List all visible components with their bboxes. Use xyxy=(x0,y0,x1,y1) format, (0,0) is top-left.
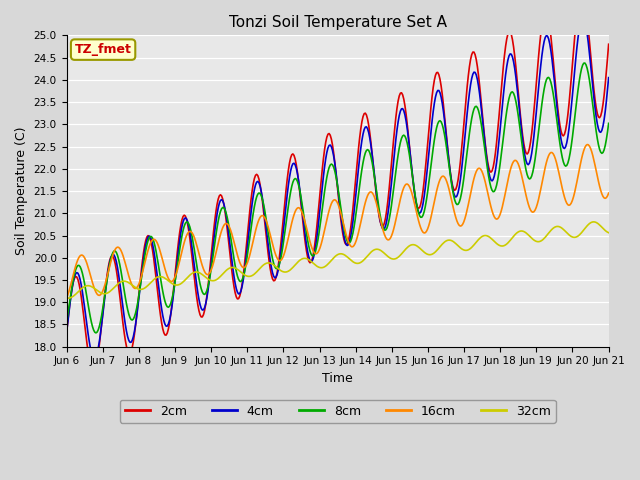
2cm xyxy=(367,140,375,145)
2cm xyxy=(556,123,564,129)
32cm xyxy=(64,295,72,301)
4cm xyxy=(605,75,612,81)
8cm xyxy=(556,141,564,147)
4cm xyxy=(91,356,99,361)
4cm xyxy=(367,143,375,148)
8cm xyxy=(605,120,612,126)
X-axis label: Time: Time xyxy=(322,372,353,385)
Line: 32cm: 32cm xyxy=(67,222,609,298)
2cm xyxy=(232,294,240,300)
Line: 2cm: 2cm xyxy=(67,0,609,372)
4cm xyxy=(579,14,586,20)
16cm xyxy=(555,169,563,175)
4cm xyxy=(63,330,70,336)
32cm xyxy=(232,266,240,272)
32cm xyxy=(462,248,470,253)
32cm xyxy=(556,224,564,230)
16cm xyxy=(231,243,239,249)
8cm xyxy=(232,268,240,274)
16cm xyxy=(392,217,400,223)
Text: TZ_fmet: TZ_fmet xyxy=(75,43,132,56)
32cm xyxy=(605,230,612,236)
32cm xyxy=(590,219,598,225)
8cm xyxy=(92,330,100,336)
Y-axis label: Soil Temperature (C): Soil Temperature (C) xyxy=(15,127,28,255)
8cm xyxy=(292,176,300,182)
16cm xyxy=(291,209,299,215)
Line: 8cm: 8cm xyxy=(67,63,609,333)
Legend: 2cm, 4cm, 8cm, 16cm, 32cm: 2cm, 4cm, 8cm, 16cm, 32cm xyxy=(120,400,556,423)
Line: 16cm: 16cm xyxy=(67,144,609,298)
8cm xyxy=(393,160,401,166)
2cm xyxy=(605,41,612,47)
16cm xyxy=(583,142,591,147)
16cm xyxy=(63,295,70,301)
32cm xyxy=(292,261,300,266)
4cm xyxy=(292,165,300,171)
8cm xyxy=(581,60,589,66)
4cm xyxy=(232,286,240,291)
2cm xyxy=(292,162,300,168)
16cm xyxy=(461,216,468,222)
32cm xyxy=(63,295,70,301)
Title: Tonzi Soil Temperature Set A: Tonzi Soil Temperature Set A xyxy=(228,15,447,30)
4cm xyxy=(462,122,470,128)
Line: 4cm: 4cm xyxy=(67,17,609,359)
4cm xyxy=(556,130,564,135)
4cm xyxy=(393,127,401,133)
32cm xyxy=(367,249,375,255)
32cm xyxy=(393,255,401,261)
8cm xyxy=(462,158,470,164)
2cm xyxy=(462,96,470,102)
8cm xyxy=(63,320,70,325)
2cm xyxy=(90,369,97,374)
16cm xyxy=(366,189,374,195)
2cm xyxy=(393,105,401,111)
8cm xyxy=(367,154,375,160)
2cm xyxy=(63,331,70,336)
16cm xyxy=(605,190,612,196)
